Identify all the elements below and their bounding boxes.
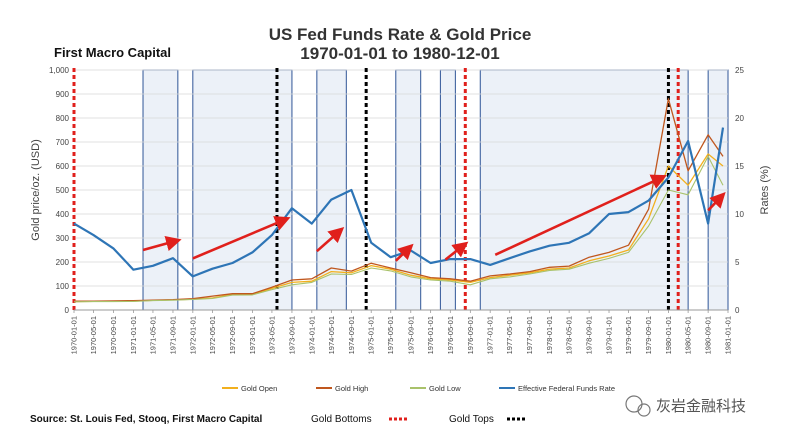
x-tick-label: 1974-01-01 <box>307 316 316 354</box>
x-tick-label: 1981-01-01 <box>724 316 733 354</box>
x-tick-label: 1973-05-01 <box>267 316 276 354</box>
chart-title: US Fed Funds Rate & Gold Price <box>269 25 532 44</box>
y2-tick-label: 10 <box>735 210 744 219</box>
x-tick-label: 1975-01-01 <box>367 316 376 354</box>
x-tick-label: 1977-05-01 <box>505 316 514 354</box>
legend-label: Gold Low <box>429 384 461 393</box>
x-tick-label: 1980-09-01 <box>704 316 713 354</box>
y2-tick-label: 0 <box>735 306 740 315</box>
x-tick-label: 1972-01-01 <box>188 316 197 354</box>
trend-arrow <box>315 227 345 253</box>
y2-tick-label: 25 <box>735 66 744 75</box>
legend-label: Effective Federal Funds Rate <box>518 384 615 393</box>
x-tick-label: 1977-01-01 <box>486 316 495 354</box>
legend-gold-tops-label: Gold Tops <box>449 414 494 425</box>
y2-axis-label: Rates (%) <box>759 166 771 215</box>
x-tick-label: 1977-09-01 <box>525 316 534 354</box>
x-tick-label: 1979-09-01 <box>644 316 653 354</box>
y-tick-label: 100 <box>56 282 70 291</box>
y-tick-label: 500 <box>56 186 70 195</box>
y-tick-label: 0 <box>65 306 70 315</box>
legend-label: Gold High <box>335 384 368 393</box>
x-tick-label: 1970-09-01 <box>109 316 118 354</box>
y-tick-label: 700 <box>56 138 70 147</box>
x-tick-label: 1973-09-01 <box>287 316 296 354</box>
x-tick-label: 1980-01-01 <box>664 316 673 354</box>
axes: 0 100 200 300 400 500 600 700 800 900 1,000 0 5 10 15 2… <box>49 66 744 354</box>
trend-arrow <box>394 243 414 262</box>
series-lines <box>73 98 725 303</box>
legend: Gold Open Gold High Gold Low Effective Fede… <box>222 384 615 393</box>
x-tick-label: 1972-09-01 <box>228 316 237 354</box>
trend-arrow <box>707 191 726 212</box>
series-gold-high <box>74 98 724 302</box>
x-tick-label: 1973-01-01 <box>248 316 257 354</box>
y-tick-label: 300 <box>56 234 70 243</box>
trend-arrow <box>444 241 469 261</box>
x-tick-label: 1978-05-01 <box>565 316 574 354</box>
x-tick-label: 1970-05-01 <box>89 316 98 354</box>
source-note: Source: St. Louis Fed, Stooq, First Macr… <box>30 414 262 425</box>
x-tick-label: 1974-05-01 <box>327 316 336 354</box>
y2-tick-label: 15 <box>735 162 744 171</box>
watermark: 灰岩金融科技 <box>625 395 746 417</box>
legend-gold-bottoms-label: Gold Bottoms <box>311 414 372 425</box>
x-tick-label: 1971-01-01 <box>129 316 138 354</box>
y-tick-label: 200 <box>56 258 70 267</box>
x-tick-label: 1972-05-01 <box>208 316 217 354</box>
wechat-logo-icon <box>625 395 643 413</box>
trend-arrows <box>142 174 726 262</box>
trend-arrow <box>192 216 291 260</box>
x-tick-label: 1974-09-01 <box>347 316 356 354</box>
wechat-logo-icon-inner <box>637 403 651 417</box>
x-tick-label: 1971-09-01 <box>168 316 177 354</box>
y-axis-label: Gold price/oz. (USD) <box>30 139 42 240</box>
x-tick-label: 1979-01-01 <box>605 316 614 354</box>
series-gold-low <box>73 155 724 303</box>
x-tick-label: 1978-09-01 <box>585 316 594 354</box>
x-tick-label: 1980-05-01 <box>684 316 693 354</box>
x-tick-label: 1971-05-01 <box>148 316 157 354</box>
legend-label: Gold Open <box>241 384 277 393</box>
y2-tick-label: 20 <box>735 114 744 123</box>
gold-turning-point-lines <box>72 68 680 310</box>
y-tick-label: 600 <box>56 162 70 171</box>
brand-label: First Macro Capital <box>54 45 171 60</box>
y2-tick-label: 5 <box>735 258 740 267</box>
trend-arrow <box>142 235 182 252</box>
y-tick-label: 400 <box>56 210 70 219</box>
x-tick-label: 1978-01-01 <box>545 316 554 354</box>
x-tick-label: 1970-01-01 <box>70 316 79 354</box>
x-tick-label: 1976-09-01 <box>466 316 475 354</box>
x-tick-label: 1979-05-01 <box>624 316 633 354</box>
x-tick-label: 1975-05-01 <box>386 316 395 354</box>
x-tick-label: 1976-01-01 <box>426 316 435 354</box>
footer: Source: St. Louis Fed, Stooq, First Macr… <box>30 414 526 425</box>
chart-subtitle: 1970-01-01 to 1980-12-01 <box>300 44 499 63</box>
y-tick-label: 900 <box>56 90 70 99</box>
trend-arrow <box>494 174 667 256</box>
x-tick-label: 1975-09-01 <box>406 316 415 354</box>
watermark-text: 灰岩金融科技 <box>656 397 746 415</box>
y-tick-label: 800 <box>56 114 70 123</box>
x-tick-label: 1976-05-01 <box>446 316 455 354</box>
y-tick-label: 1,000 <box>49 66 70 75</box>
